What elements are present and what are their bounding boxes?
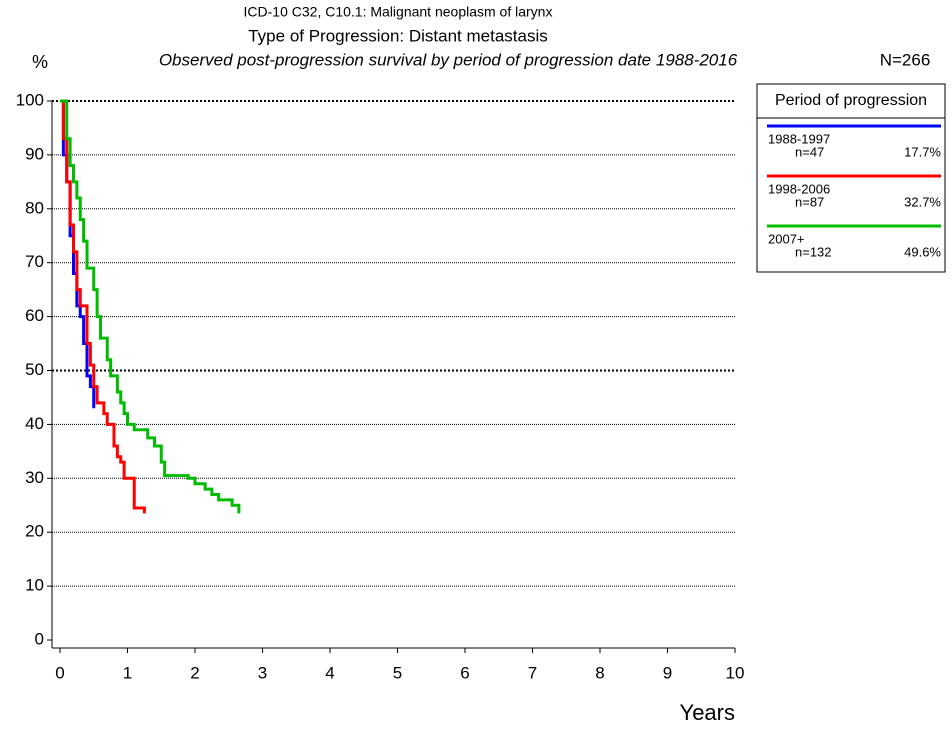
- x-tick-label: 9: [663, 663, 672, 682]
- y-tick-label: 60: [25, 306, 44, 325]
- survival-curve: [60, 99, 241, 514]
- x-tick-label: 0: [55, 663, 64, 682]
- chart-title: ICD-10 C32, C10.1: Malignant neoplasm of…: [244, 4, 553, 20]
- chart-description: Observed post-progression survival by pe…: [159, 50, 738, 69]
- legend-label: 2007+: [768, 231, 805, 246]
- total-count: N=266: [880, 50, 931, 69]
- x-tick-label: 3: [258, 663, 267, 682]
- y-tick-label: 50: [25, 360, 44, 379]
- y-tick-label: 100: [16, 90, 44, 109]
- legend-count: n=47: [795, 144, 824, 159]
- legend-count: n=87: [795, 194, 824, 209]
- y-tick-label: 80: [25, 198, 44, 217]
- y-axis-label: %: [32, 52, 48, 72]
- legend-count: n=132: [795, 244, 832, 259]
- y-tick-label: 30: [25, 468, 44, 487]
- y-tick-label: 0: [35, 629, 44, 648]
- y-tick-label: 70: [25, 252, 44, 271]
- chart-subtitle: Type of Progression: Distant metastasis: [248, 26, 548, 45]
- x-tick-label: 2: [190, 663, 199, 682]
- x-tick-label: 8: [595, 663, 604, 682]
- survival-curve: [60, 99, 146, 514]
- x-tick-label: 4: [325, 663, 334, 682]
- legend-share: 49.6%: [904, 244, 941, 259]
- x-tick-label: 5: [393, 663, 402, 682]
- x-tick-label: 1: [123, 663, 132, 682]
- y-tick-label: 20: [25, 522, 44, 541]
- x-axis-label: Years: [680, 700, 735, 725]
- legend-share: 32.7%: [904, 194, 941, 209]
- legend-share: 17.7%: [904, 144, 941, 159]
- legend-box: [756, 83, 946, 273]
- y-tick-label: 10: [25, 576, 44, 595]
- legend-label: 1988-1997: [768, 131, 830, 146]
- y-tick-label: 40: [25, 414, 44, 433]
- legend-label: 1998-2006: [768, 181, 830, 196]
- legend-title: Period of progression: [775, 92, 927, 109]
- x-tick-label: 7: [528, 663, 537, 682]
- y-tick-label: 90: [25, 144, 44, 163]
- x-tick-label: 10: [726, 663, 745, 682]
- x-tick-label: 6: [460, 663, 469, 682]
